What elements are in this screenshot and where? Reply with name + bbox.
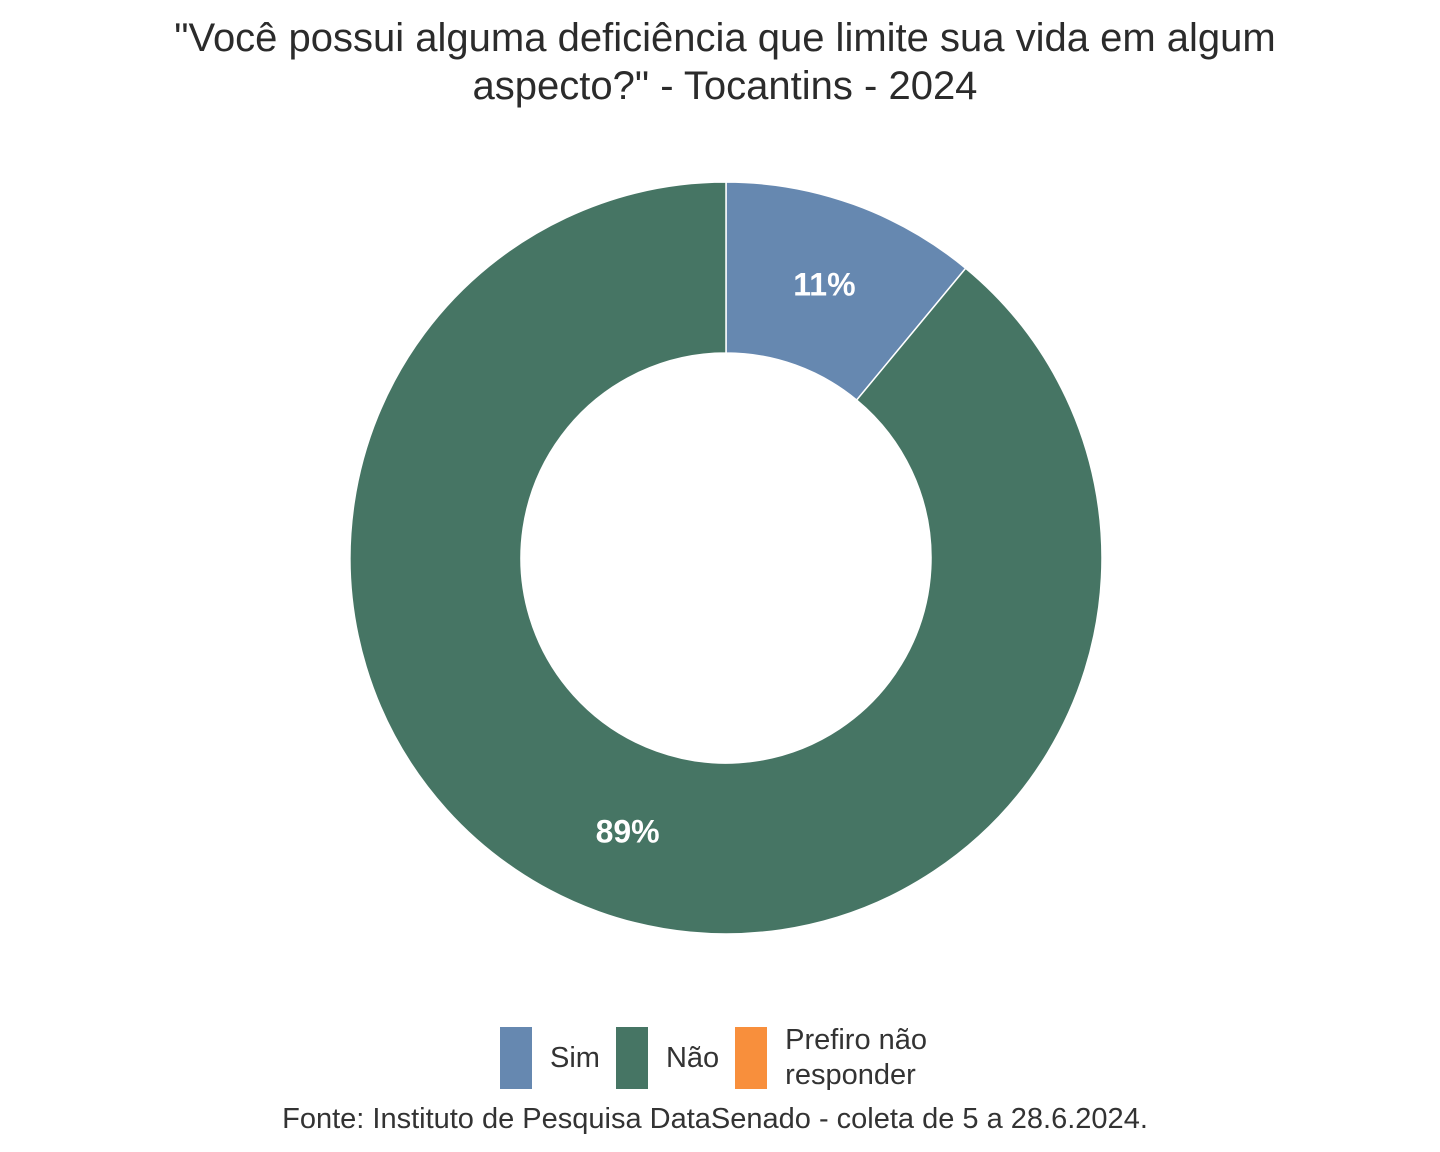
chart-title: "Você possui alguma deficiência que limi…	[0, 14, 1440, 110]
legend-item-sim: Sim	[500, 1027, 600, 1089]
legend-swatch-sim	[500, 1027, 532, 1089]
legend: Sim Não Prefiro não responder	[500, 1023, 991, 1093]
legend-label-sim: Sim	[550, 1041, 600, 1074]
legend-swatch-nao	[615, 1027, 648, 1089]
legend-item-nao: Não	[615, 1027, 720, 1089]
slice-sim	[725, 181, 967, 402]
donut-slices	[349, 181, 1103, 935]
legend-label-nao: Não	[665, 1041, 720, 1074]
legend-item-prefiro: Prefiro não responder	[735, 1023, 975, 1093]
donut-labels: 11% 89%	[596, 267, 856, 850]
legend-swatch-prefiro	[735, 1027, 768, 1089]
slice-nao	[349, 181, 1103, 935]
chart-title-line-1: "Você possui alguma deficiência que limi…	[174, 16, 1276, 60]
slice-label-sim: 11%	[793, 267, 855, 303]
chart-title-line-2: aspecto?" - Tocantins - 2024	[472, 64, 978, 108]
slice-label-nao: 89%	[596, 813, 660, 849]
source-note: Fonte: Instituto de Pesquisa DataSenado …	[282, 1103, 1148, 1135]
legend-label-prefiro: Prefiro não responder	[785, 1024, 928, 1091]
